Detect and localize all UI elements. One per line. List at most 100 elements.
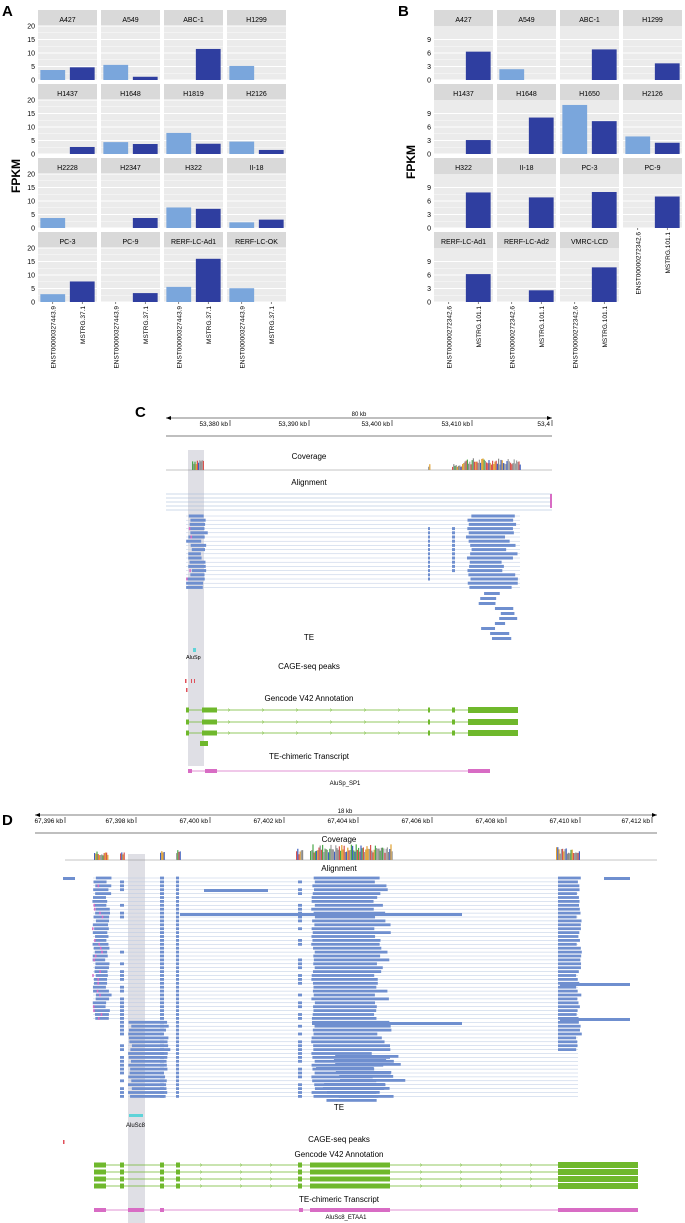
read-block [131,1087,167,1090]
read-block [298,1095,302,1098]
x-tick-label: MSTRG.101.1 [665,232,672,274]
read-block [130,1059,167,1063]
read-block [176,1052,179,1055]
bar-MSTRG.101.1 [528,290,554,302]
coverage-bar [176,853,178,860]
read-block [558,900,580,903]
read-block [558,1040,578,1044]
facet-title: PC-3 [582,165,598,172]
mismatch [101,915,104,919]
read-block [176,1028,179,1032]
coverage-bar [359,851,361,860]
coverage-bar [202,460,204,470]
x-tick-label: ENST00000272342.6 [635,232,642,295]
y-tick-label: 9 [427,259,431,266]
coverage-bar [331,849,333,860]
read-block [176,1013,179,1016]
coverage-bar [496,463,498,470]
strand-arrow [239,1184,243,1188]
coverage-bar [475,461,477,470]
coverage-bar [429,464,431,470]
read-block [176,981,179,985]
mismatch [92,1005,95,1009]
bar-ENST00000327443.9 [166,132,192,154]
read-block [160,997,164,1001]
read-block [176,923,179,927]
gene-exon [468,707,518,713]
gene-exon [94,1162,106,1168]
coverage-bar [390,844,392,860]
strand-arrow [397,720,401,724]
coverage-bar [103,853,105,860]
read-block [176,1059,179,1063]
ruler-tick-label: 67,404 kb [327,818,356,825]
read-block [160,880,164,884]
facet-title: RERF-LC-OK [235,239,278,246]
read-block [160,1095,164,1098]
read-block [176,911,179,915]
facet-title: PC-9 [123,239,139,246]
coverage-bar [196,460,198,470]
gene-exon [310,1183,390,1189]
facet-title: H1819 [183,91,204,98]
read-block [160,1040,164,1044]
bar-ENST00000327443.9 [229,288,255,302]
coverage-bar [465,460,467,470]
coverage-bar [298,854,300,860]
mismatch [97,981,99,985]
read-block [298,903,302,907]
gene-exon [558,1169,638,1175]
read-block [314,915,376,919]
x-tick-label: MSTRG.37.1 [143,306,150,344]
read-block [160,939,164,942]
read-block [298,915,302,919]
coverage-bar [311,850,313,860]
read-block [452,552,455,556]
read-block [428,539,430,543]
read-block [335,1071,392,1074]
read-block [311,927,375,931]
facet-H1299: H1299 [623,10,682,81]
y-tick-label: 15 [27,259,35,266]
read-block [129,1040,168,1044]
coverage-bar [201,460,203,470]
read-block [120,950,124,954]
facet-RERF-LC-Ad1: RERF-LC-Ad1 0 3 6 9 [427,232,493,307]
facet-strip [560,158,619,174]
read-block [298,1083,302,1087]
read-block [558,970,579,973]
coverage-bar [559,853,561,860]
read-block [160,907,164,911]
read-block [95,911,111,915]
read-block [428,556,430,560]
read-block [160,919,164,923]
read-block [312,884,387,888]
facet-strip [164,84,223,100]
read-block [298,927,302,931]
read-block [160,985,164,989]
x-tick-label: MSTRG.101.1 [602,306,609,348]
read-block [176,970,179,973]
read-block [558,1001,579,1005]
strand-arrow [397,731,401,735]
bar-ENST00000327443.9 [103,64,129,80]
x-tick-label: MSTRG.101.1 [539,306,546,348]
read-block [558,935,579,938]
panel-c-alignment-title: Alignment [291,478,327,487]
read-block [428,531,430,535]
read-block [128,1020,168,1024]
gene-exon [202,707,217,713]
y-tick-label: 0 [427,226,431,233]
read-block [298,939,302,942]
read-block [191,569,207,573]
read-block [128,1083,167,1087]
coverage-bar [386,847,388,860]
bar-MSTRG.101.1 [528,117,554,154]
bar-MSTRG.37.1 [69,281,95,302]
mismatch [97,978,99,981]
y-tick-label: 0 [427,78,431,85]
read-block [298,978,302,981]
read-block [452,569,455,573]
read-block [120,1071,124,1075]
